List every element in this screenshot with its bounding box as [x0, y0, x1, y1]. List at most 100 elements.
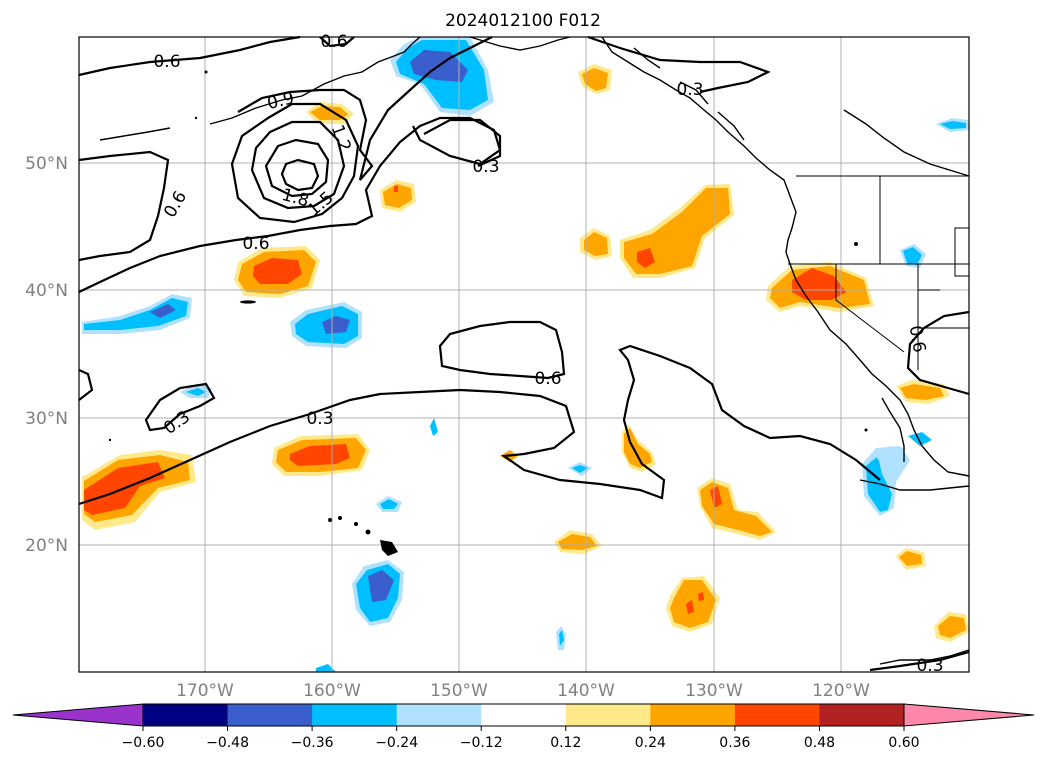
colorbar: −0.60 −0.48 −0.36 −0.24 −0.12 0.12 0.24 0.36 0.4…: [12, 703, 1035, 751]
anomaly-patch: [908, 432, 932, 446]
anomaly-patch: [874, 446, 906, 462]
colorbar-tick-label: −0.60: [122, 735, 165, 751]
lat-label: 40°N: [25, 281, 68, 301]
contour-0.3: [78, 344, 881, 506]
map-panel: 0.6 0.9 1.2 1.5 1.8 0.3 0.6 0.6 0.3 0.3 …: [78, 32, 970, 676]
contour-label: 0.3: [676, 80, 703, 100]
colorbar-segments: [143, 704, 905, 726]
colorbar-segment: [481, 704, 567, 726]
positive-anomaly-fields: [82, 64, 969, 642]
anomaly-patch: [792, 268, 846, 300]
lon-label: 140°W: [557, 681, 615, 701]
colorbar-segment: [565, 704, 651, 726]
colorbar-tick-label: −0.12: [460, 735, 503, 751]
contour-1.2: [230, 102, 360, 224]
lat-label: 20°N: [25, 536, 68, 556]
contour-label: 0.3: [472, 157, 499, 177]
colorbar-tick-label: 0.48: [804, 735, 835, 751]
contour-0.6: [438, 320, 566, 380]
anomaly-patch: [322, 316, 350, 334]
anomaly-patch: [253, 258, 302, 284]
anomaly-patch: [383, 184, 412, 208]
anomaly-patch: [380, 499, 398, 509]
colorbar-segment: [227, 704, 313, 726]
contour-1.8-inner: [280, 158, 320, 192]
anomaly-patch: [430, 418, 438, 436]
lon-label: 160°W: [303, 681, 361, 701]
anomaly-patch: [940, 121, 966, 129]
anomaly-patch: [186, 388, 206, 396]
anomaly-patch: [670, 580, 716, 628]
contour-label: 0.6: [153, 52, 180, 72]
anomaly-patch: [572, 465, 588, 473]
anomaly-patch: [900, 384, 944, 400]
colorbar-segment: [396, 704, 482, 726]
islands: [108, 70, 868, 556]
contour-0.6: [78, 150, 170, 262]
contour-label: 0.3: [306, 409, 333, 429]
contour-label: 0.6: [320, 32, 347, 52]
lon-label: 150°W: [430, 681, 488, 701]
anomaly-patch: [558, 534, 597, 550]
anomaly-patch: [150, 304, 176, 318]
colorbar-segment: [819, 704, 905, 726]
colorbar-frame: [142, 703, 905, 727]
contour-0.6: [78, 368, 94, 401]
colorbar-segment: [143, 704, 229, 726]
contour-0.6: [906, 310, 970, 396]
colorbar-tick-label: −0.24: [375, 735, 418, 751]
anomaly-patch: [582, 68, 608, 91]
contour-0.6: [78, 35, 301, 77]
colorbar-ticks: −0.60 −0.48 −0.36 −0.24 −0.12 0.12 0.24 0.36 0.4…: [122, 726, 920, 751]
anomaly-patch: [84, 298, 188, 330]
contour-0.6: [78, 116, 502, 293]
anomaly-patch: [686, 600, 694, 614]
map-background: [79, 37, 969, 672]
anomaly-patch: [368, 570, 394, 602]
lat-label: 30°N: [25, 409, 68, 429]
contour-0.6: [587, 35, 771, 94]
map-title: 2024012100 F012: [445, 11, 601, 31]
colorbar-tick-label: 0.12: [550, 735, 581, 751]
colorbar-tick-label: 0.24: [635, 735, 666, 751]
contour-1.5: [250, 120, 346, 210]
colorbar-segment: [650, 704, 736, 726]
colorbar-segment: [312, 704, 398, 726]
contour-lines: [78, 35, 970, 672]
colorbar-extend-high: [903, 703, 1035, 727]
colorbar-tick-label: −0.36: [291, 735, 334, 751]
anomaly-patch: [698, 592, 704, 601]
anomaly-patch: [624, 428, 652, 468]
latitude-labels: 50°N 40°N 30°N 20°N: [25, 154, 68, 556]
anomaly-patch: [637, 248, 655, 268]
anomaly-patch: [903, 247, 922, 265]
contour-label: 0.3: [916, 656, 943, 676]
colorbar-segment: [734, 704, 820, 726]
contour-label: 0.6: [534, 369, 561, 389]
graticule: [79, 37, 969, 672]
colorbar-tick-label: 0.36: [719, 735, 750, 751]
map-frame: [78, 36, 970, 673]
anomaly-patch: [559, 630, 564, 646]
anomaly-patch: [938, 616, 966, 638]
lon-label: 130°W: [685, 681, 743, 701]
contour-0.3: [423, 118, 502, 168]
contour-0.3: [144, 382, 216, 432]
anomaly-patch: [584, 232, 608, 256]
contour-1.8: [264, 138, 330, 198]
coastlines: [99, 36, 970, 665]
colorbar-tick-label: −0.48: [206, 735, 249, 751]
contour-label: 0.6: [242, 234, 269, 254]
lat-label: 50°N: [25, 154, 68, 174]
contour-0.3: [869, 650, 970, 672]
longitude-labels: 170°W 160°W 150°W 140°W 130°W 120°W: [176, 681, 870, 701]
anomaly-patch: [899, 551, 922, 566]
contour-0.9: [237, 36, 493, 181]
colorbar-extend-low: [12, 703, 144, 727]
contour-label: 0.6: [905, 324, 929, 354]
anomaly-patch: [394, 186, 398, 192]
anomaly-patch: [316, 664, 336, 672]
anomaly-patch: [710, 486, 722, 508]
state-borders: [788, 175, 970, 370]
lon-label: 120°W: [812, 681, 870, 701]
